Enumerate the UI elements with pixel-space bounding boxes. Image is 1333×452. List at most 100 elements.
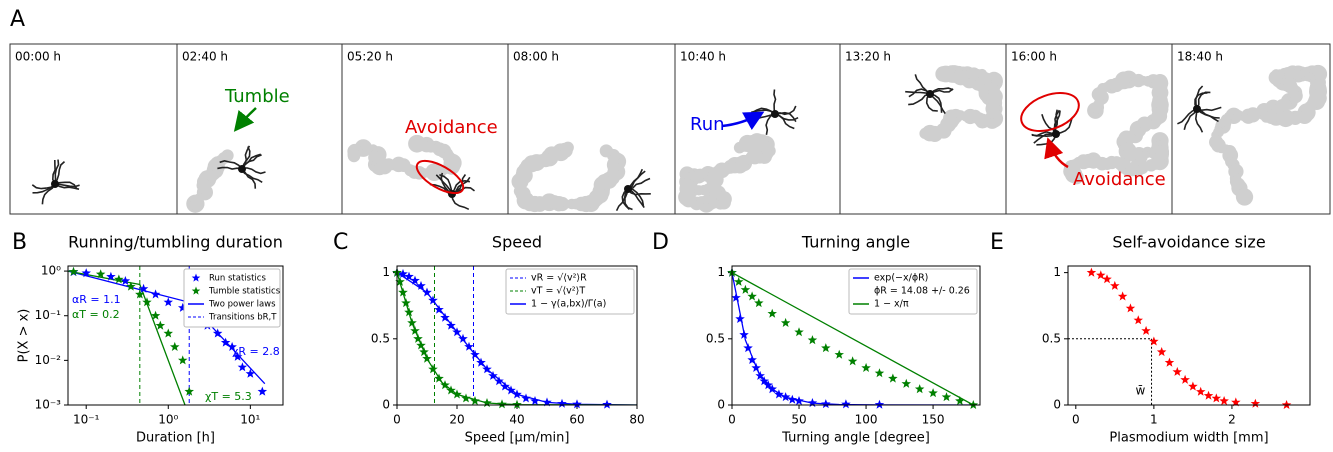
x-axis-label: Speed [μm/min] [465,431,570,446]
plasmodium-tube [751,107,776,115]
data-point [428,295,438,305]
panel-label: A [10,7,25,32]
panel-label: B [12,230,27,255]
plasmodium-tube [1041,114,1057,135]
data-point [847,356,858,366]
data-point [735,314,745,323]
x-tick-label: 150 [922,413,945,427]
data-point [135,289,145,299]
panel-label: C [333,230,348,255]
data-point [464,341,474,351]
data-point [1117,291,1128,301]
data-point [767,308,777,318]
data-point [755,370,765,380]
frame-time: 02:40 h [182,50,228,64]
data-point [807,335,818,345]
data-point [1125,303,1136,313]
frame-time: 16:00 h [1011,50,1057,64]
y-tick-label: 1 [717,265,725,279]
data-point [807,398,818,408]
annotation: Avoidance [1073,169,1166,190]
plasmodium [1235,188,1254,206]
data-point [494,376,504,386]
legend-label: ϕR = 14.08 +/- 0.26 [874,286,970,297]
plasmodium-tube [54,183,80,190]
chart-title: Speed [492,233,542,252]
y-tick-label: 1 [1053,265,1061,279]
data-point [68,266,79,276]
plasmodium-tube [1177,108,1198,125]
data-point [106,271,116,281]
axes-frame [1067,265,1311,406]
plasmodium-tube [54,159,60,185]
data-point [81,268,91,278]
plasmodium-tube [1196,108,1219,123]
plasmodium-tube [219,159,243,170]
data-point [212,328,223,338]
data-point [780,317,791,327]
plasmodium-tube [627,168,644,190]
x-tick-label: 0 [1072,413,1080,427]
frame: 02:40 h [176,43,343,215]
data-point [138,283,149,293]
legend-marker [191,286,201,295]
data-point [1086,267,1097,277]
plasmodium-tube [41,183,56,205]
frame-time: 08:00 h [513,50,559,64]
data-point [512,389,522,399]
data-point [1110,280,1120,290]
data-point [440,312,450,322]
data-point [733,276,744,286]
x-axis-label: Turning angle [degree] [781,431,930,446]
legend-box [848,268,978,315]
data-point [901,378,911,388]
data-point [1250,398,1261,408]
plasmodium-tube [1196,91,1211,110]
data-point [232,351,243,361]
frame: 13:20 h [839,43,1007,215]
frame-border [341,43,509,215]
plasmodium-tube [241,167,266,175]
data-point [774,389,784,399]
plasmodium-tube [929,87,954,95]
plasmodium-tube [914,74,931,95]
data-point [794,327,804,337]
data-point [184,386,194,396]
plasmodium-tube [54,181,78,190]
data-point [1203,390,1214,400]
data-point [452,389,462,399]
plasmodium-head [1052,130,1060,138]
reference-label: w̄ [1136,384,1146,398]
plasmodium-head [771,110,779,118]
data-point [446,385,456,395]
data-point [178,302,188,312]
annotation: χR = 2.8 [232,345,280,358]
plasmodium-tube [54,161,66,185]
annotation: Avoidance [405,117,498,138]
chart-title: Self-avoidance size [1112,233,1265,252]
data-point [1102,274,1112,284]
plasmodium [347,149,361,163]
annotation: αT = 0.2 [72,308,120,321]
data-point [928,388,938,398]
data-point [1141,325,1151,335]
data-point [874,399,885,409]
x-tick-label: 2 [1228,413,1236,427]
plasmodium-tube [1054,109,1061,135]
data-point [861,362,871,372]
data-point [759,376,769,386]
data-point [178,355,188,365]
plasmodium-tube [217,166,243,170]
data-point [237,362,248,372]
frame-time: 10:40 h [680,50,726,64]
data-point [1211,393,1222,403]
plasmodium-tube [773,89,777,115]
plasmodium-tube [1055,117,1073,135]
legend-label: 1 − γ(a,bx)/Γ(a) [531,299,606,310]
data-point [841,399,851,409]
panel-label: E [990,230,1004,255]
x-tick-label: 80 [629,413,644,427]
data-point [506,385,516,395]
data-point [763,380,773,390]
chart-title: Turning angle [801,233,910,252]
